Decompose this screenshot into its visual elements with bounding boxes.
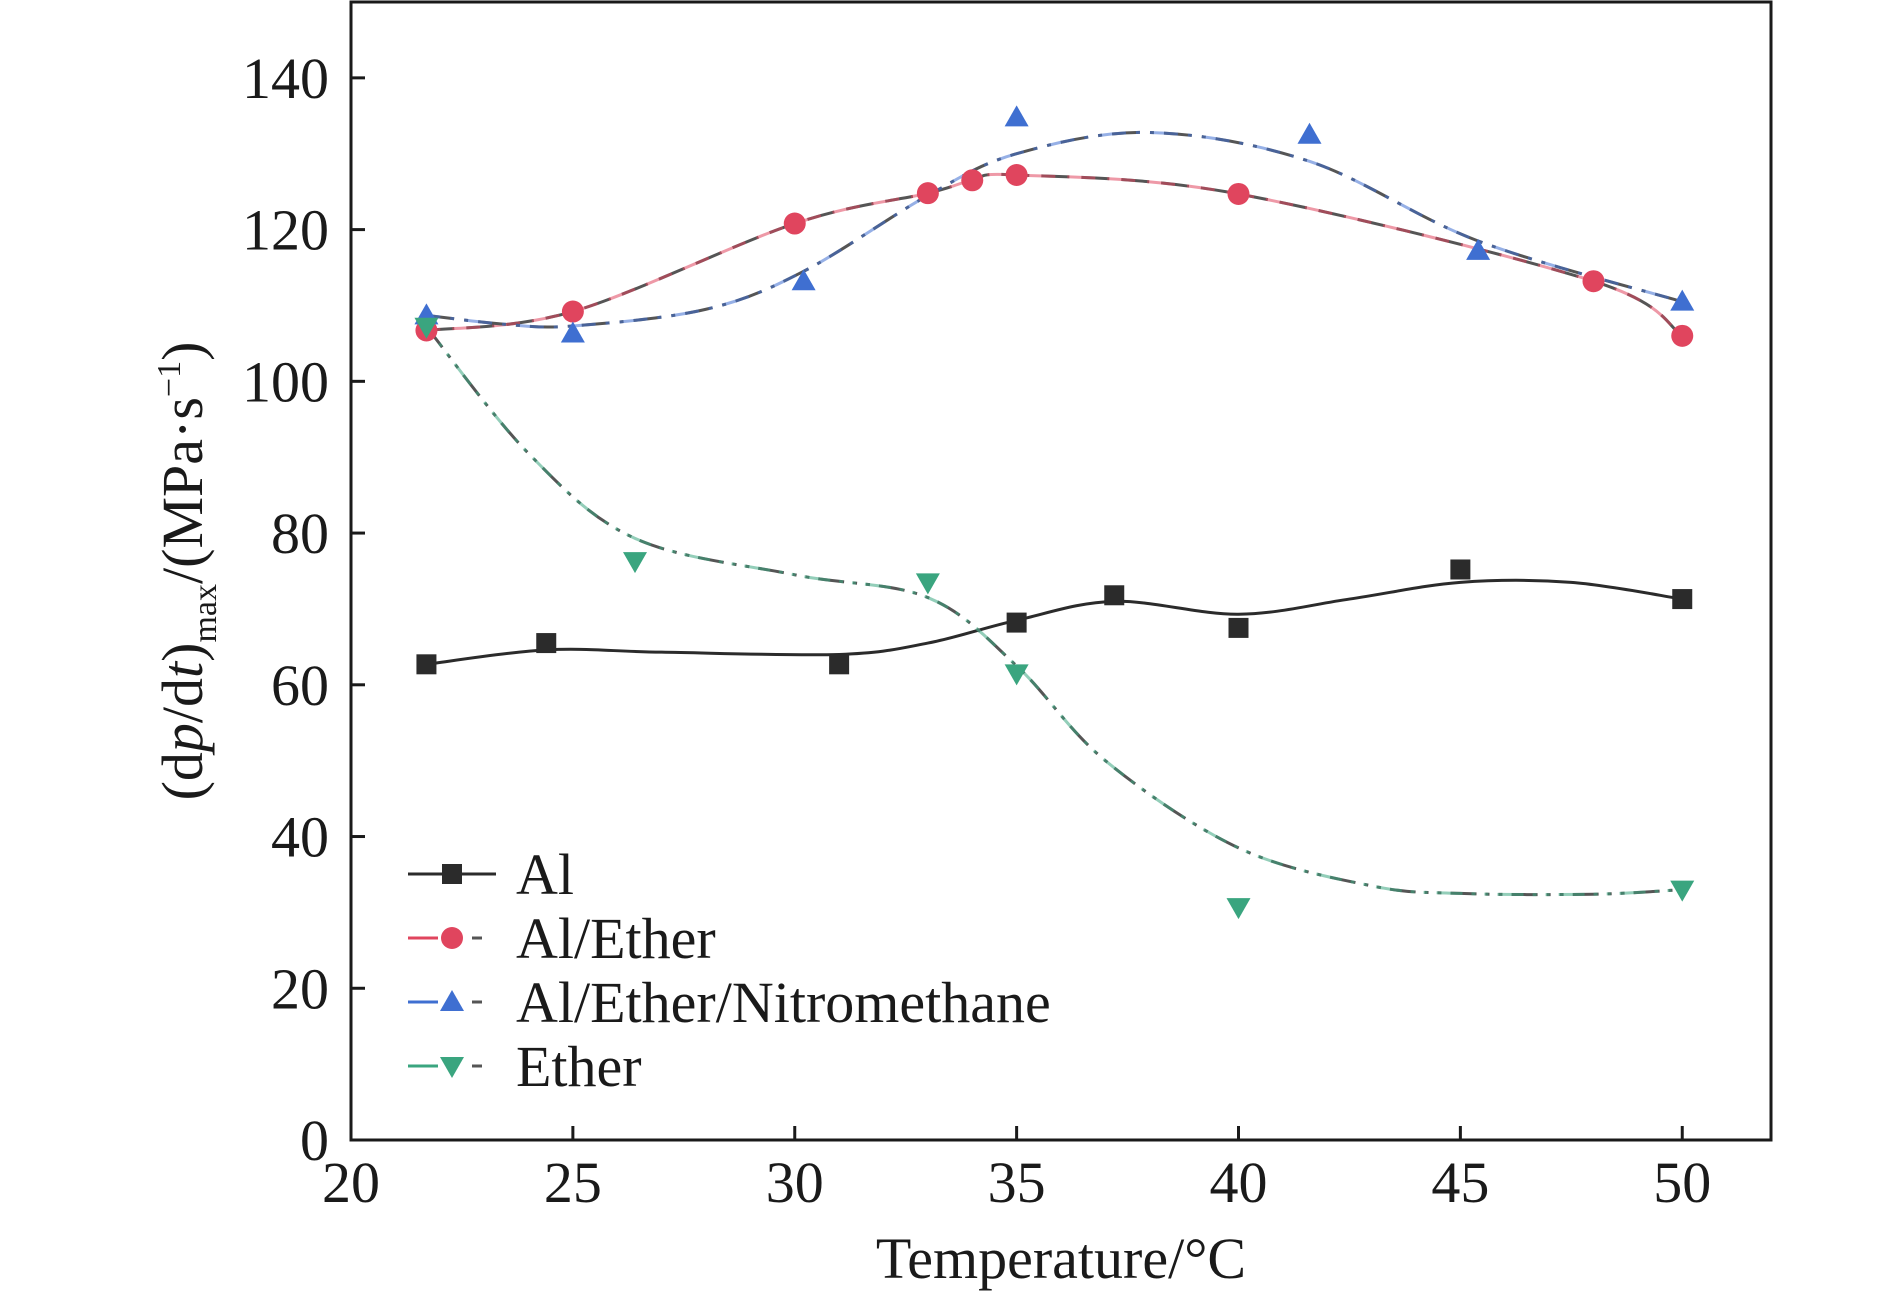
data-point-al-ether-nitromethane [560, 321, 585, 343]
x-tick-label: 25 [544, 1150, 602, 1215]
data-point-al [1228, 617, 1249, 638]
y-axis: 0 20 40 60 80 100 120 140 [242, 46, 365, 1173]
data-point-ether [623, 552, 647, 574]
data-point-al-ether [1227, 182, 1250, 205]
data-point-al-ether [783, 212, 806, 235]
data-point-ether [1670, 880, 1695, 902]
data-point-al-ether-nitromethane [1297, 122, 1322, 144]
x-axis-label: Temperature/°C [876, 1226, 1246, 1291]
plot-frame [349, 0, 1773, 1142]
y-tick-label: 120 [242, 198, 329, 263]
data-point-al-ether-nitromethane [1670, 289, 1695, 311]
data-point-al [536, 633, 557, 654]
data-markers [414, 105, 1695, 920]
data-point-al-ether [916, 182, 939, 205]
data-point-al [416, 654, 437, 675]
legend-label-al-ether-nitromethane: Al/Ether/Nitromethane [516, 970, 1051, 1035]
data-point-al [1104, 585, 1125, 606]
x-tick-label: 35 [988, 1150, 1046, 1215]
data-point-al-ether [561, 300, 584, 323]
data-point-al-ether [961, 169, 984, 192]
data-point-al-ether [1671, 324, 1694, 347]
legend-marker-al-ether [441, 927, 463, 949]
x-tick-label: 40 [1210, 1150, 1268, 1215]
data-point-ether [1226, 898, 1251, 920]
legend-label-al: Al [516, 842, 574, 907]
data-point-al [1672, 589, 1693, 610]
data-point-al [1450, 559, 1471, 580]
x-axis: 20 25 30 35 40 45 50 [322, 1126, 1711, 1215]
fit-line-al-ether-accent [426, 172, 1684, 338]
fit-line-ether-accent [425, 325, 1683, 897]
x-tick-label: 20 [322, 1150, 380, 1215]
data-point-al [829, 654, 850, 675]
data-point-ether [915, 573, 940, 595]
data-point-al-ether-nitromethane [1466, 238, 1491, 260]
data-point-ether [1004, 664, 1029, 686]
data-point-al-ether [1005, 163, 1028, 186]
y-axis-label: (dp/dt)max/(MPa·s−1) [150, 342, 224, 801]
legend-marker-al-ether-nitromethane [440, 990, 464, 1011]
legend-label-al-ether: Al/Ether [516, 906, 716, 971]
data-point-al-ether-nitromethane [1004, 105, 1029, 127]
x-tick-label: 45 [1431, 1150, 1489, 1215]
data-point-ether [414, 317, 439, 339]
y-tick-label: 60 [271, 653, 329, 718]
y-tick-label: 20 [271, 956, 329, 1021]
legend-label-ether: Ether [516, 1034, 642, 1099]
y-tick-label: 80 [271, 501, 329, 566]
x-tick-label: 30 [766, 1150, 824, 1215]
legend-marker-ether [440, 1057, 464, 1078]
data-point-al-ether-nitromethane [791, 269, 816, 291]
data-point-al [1006, 612, 1027, 633]
y-tick-label: 0 [300, 1108, 329, 1173]
data-point-al-ether [1582, 270, 1605, 293]
y-tick-label: 100 [242, 349, 329, 414]
y-tick-label: 40 [271, 805, 329, 870]
fit-line-al [426, 578, 1683, 666]
legend-marker-al [442, 864, 462, 884]
x-tick-label: 50 [1653, 1150, 1711, 1215]
y-tick-label: 140 [242, 46, 329, 111]
